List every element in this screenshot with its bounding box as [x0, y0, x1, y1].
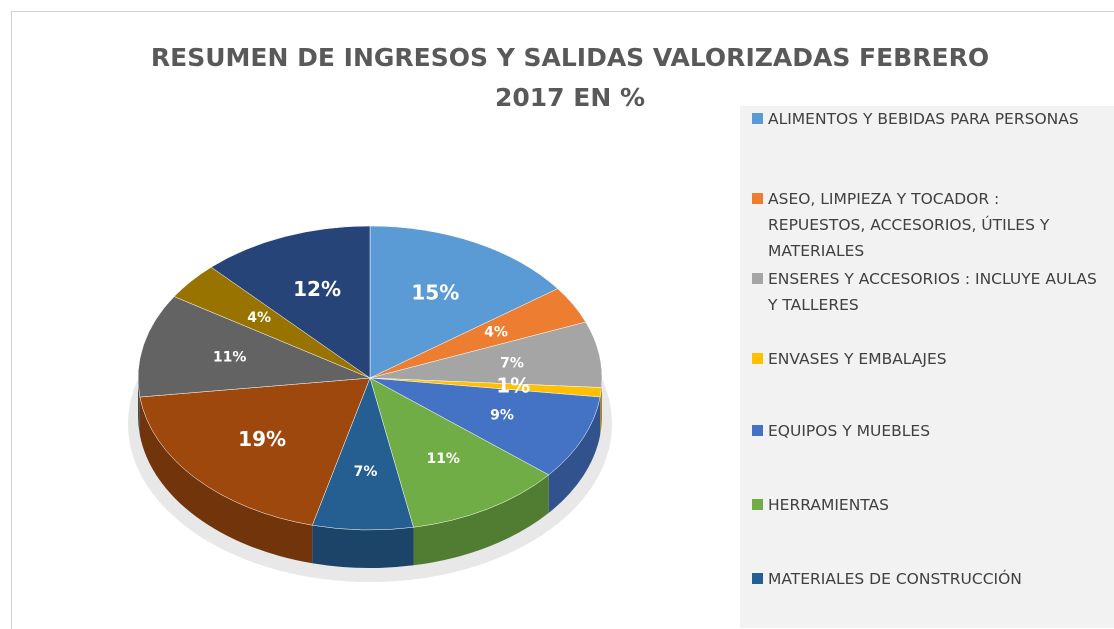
data-label: 4% — [484, 325, 508, 341]
data-label: 12% — [293, 277, 341, 301]
legend-swatch — [752, 193, 763, 204]
legend: ALIMENTOS Y BEBIDAS PARA PERSONAS ASEO, L… — [740, 106, 1114, 628]
legend-swatch — [752, 573, 763, 584]
legend-entry: ASEO, LIMPIEZA Y TOCADOR : REPUESTOS, AC… — [752, 186, 1097, 264]
legend-label: MATERIALES DE CONSTRUCCIÓN — [752, 566, 1097, 592]
legend-label: HERRAMIENTAS — [752, 492, 1097, 518]
legend-swatch — [752, 499, 763, 510]
legend-swatch — [752, 273, 763, 284]
legend-swatch — [752, 113, 763, 124]
legend-entry: ENVASES Y EMBALAJES — [752, 346, 1097, 372]
data-label: 15% — [411, 281, 459, 305]
legend-label: EQUIPOS Y MUEBLES — [752, 418, 1097, 444]
data-label: 7% — [354, 464, 378, 480]
legend-swatch — [752, 353, 763, 364]
legend-entry: ENSERES Y ACCESORIOS : INCLUYE AULAS Y T… — [752, 266, 1097, 318]
legend-label: ENSERES Y ACCESORIOS : INCLUYE AULAS Y T… — [752, 266, 1097, 318]
data-label: 11% — [213, 349, 247, 365]
data-label: 11% — [426, 451, 460, 467]
data-label: 1% — [496, 373, 530, 397]
legend-swatch — [752, 425, 763, 436]
data-label: 9% — [490, 407, 514, 423]
pie-side — [312, 525, 413, 568]
legend-label: ENVASES Y EMBALAJES — [752, 346, 1097, 372]
legend-label: ASEO, LIMPIEZA Y TOCADOR : REPUESTOS, AC… — [752, 186, 1097, 264]
legend-entry: MATERIALES DE CONSTRUCCIÓN — [752, 566, 1097, 592]
data-label: 7% — [500, 355, 524, 371]
legend-label: ALIMENTOS Y BEBIDAS PARA PERSONAS — [752, 106, 1097, 132]
data-label: 19% — [238, 427, 286, 451]
legend-entry: ALIMENTOS Y BEBIDAS PARA PERSONAS — [752, 106, 1097, 132]
data-label: 4% — [247, 310, 271, 326]
legend-entry: HERRAMIENTAS — [752, 492, 1097, 518]
legend-entry: EQUIPOS Y MUEBLES — [752, 418, 1097, 444]
